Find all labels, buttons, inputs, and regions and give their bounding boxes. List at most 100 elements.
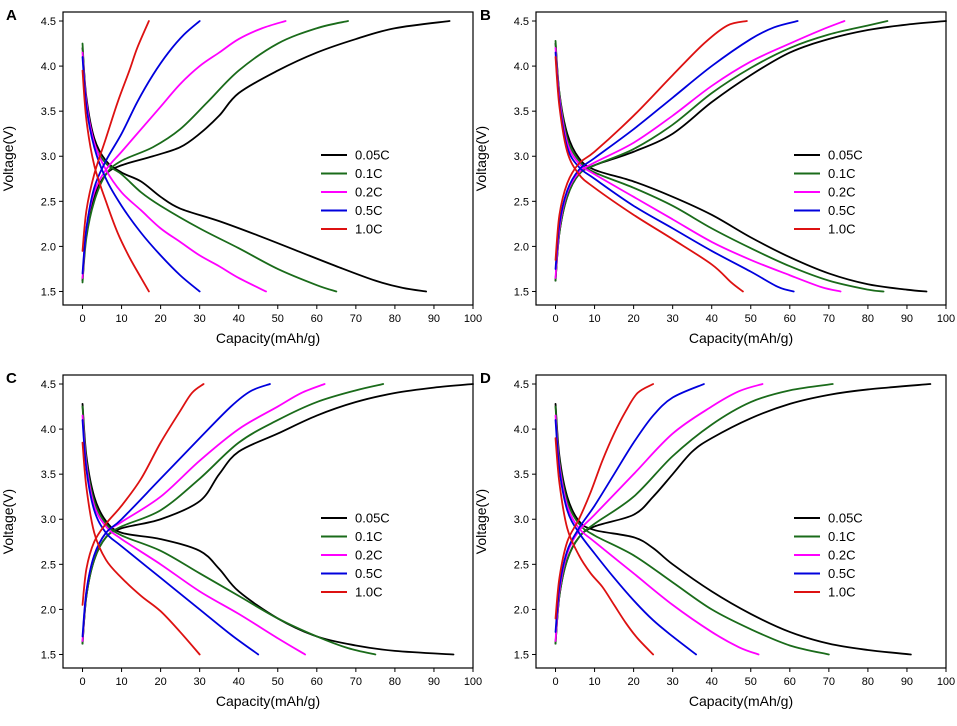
legend-label: 0.05C [828, 511, 863, 526]
series-0_2c-charge-line [554, 20, 846, 279]
x-tick-label: 30 [667, 676, 679, 688]
y-tick-label: 3.0 [514, 514, 529, 526]
legend-label: 1.0C [828, 585, 855, 600]
x-tick-label: 0 [79, 313, 85, 325]
x-tick-label: 60 [784, 676, 796, 688]
x-axis-label: Capacity(mAh/g) [216, 330, 320, 346]
y-tick-label: 1.5 [514, 286, 529, 298]
legend-label: 0.05C [355, 511, 390, 526]
series-0_5c-discharge-line [81, 419, 260, 656]
series-0_1c-discharge-line [554, 405, 830, 656]
x-tick-label: 40 [233, 676, 245, 688]
y-tick-label: 3.0 [514, 151, 529, 163]
x-tick-label: 80 [389, 313, 401, 325]
x-tick-label: 30 [194, 676, 206, 688]
x-axis-label: Capacity(mAh/g) [689, 330, 793, 346]
series-0_5c-charge-line [554, 383, 705, 633]
x-tick-label: 40 [706, 676, 718, 688]
y-tick-label: 4.0 [41, 61, 56, 73]
y-tick-label: 4.5 [514, 16, 529, 28]
panel-label-a: A [6, 7, 17, 24]
series-0_1c-discharge-line [554, 39, 885, 293]
legend-label: 0.5C [355, 566, 382, 581]
x-tick-label: 90 [428, 676, 440, 688]
series-1_0c-charge-line [554, 383, 655, 620]
legend-label: 0.5C [828, 566, 855, 581]
y-axis-label: Voltage(V) [473, 126, 489, 191]
x-tick-label: 70 [350, 676, 362, 688]
y-tick-label: 3.5 [41, 469, 56, 481]
plot-frame [62, 374, 474, 669]
panel-c: C 0 10 20 30 40 50 60 70 80 90 100 1.5 2.0 2.5 3.0 3.5 4.… [0, 370, 482, 709]
series-0_05c-discharge-line [554, 402, 912, 656]
x-tick-label: 60 [784, 313, 796, 325]
x-tick-label: 0 [552, 313, 558, 325]
x-tick-label: 20 [627, 313, 639, 325]
legend-label: 1.0C [828, 222, 855, 237]
x-tick-label: 100 [464, 313, 482, 325]
x-tick-label: 10 [115, 676, 127, 688]
x-tick-label: 40 [233, 313, 245, 325]
y-tick-label: 2.0 [41, 241, 56, 253]
series-0_1c-charge-line [81, 383, 385, 645]
series-0_5c-charge-line [554, 20, 799, 270]
legend-label: 0.2C [355, 548, 382, 563]
x-tick-label: 10 [115, 313, 127, 325]
x-tick-label: 10 [588, 313, 600, 325]
series-1_0c-charge-line [81, 383, 205, 606]
x-tick-label: 70 [823, 676, 835, 688]
series-0_1c-charge-line [81, 20, 349, 284]
series-0_2c-discharge-line [554, 47, 842, 293]
x-tick-label: 50 [272, 313, 284, 325]
y-tick-label: 4.0 [41, 424, 56, 436]
y-tick-label: 3.5 [514, 106, 529, 118]
y-tick-label: 4.0 [514, 61, 529, 73]
x-tick-label: 30 [194, 313, 206, 325]
series-0_2c-discharge-line [81, 51, 267, 293]
x-tick-label: 100 [937, 676, 955, 688]
series-0_5c-discharge-line [554, 419, 697, 656]
series-1_0c-discharge-line [554, 56, 744, 293]
x-tick-label: 50 [745, 676, 757, 688]
legend-label: 0.05C [355, 148, 390, 163]
y-tick-label: 4.5 [514, 379, 529, 391]
panel-label-c: C [6, 370, 17, 387]
series-0_05c-charge-line [81, 20, 451, 282]
series-0_2c-charge-line [81, 20, 287, 279]
series-0_05c-discharge-line [554, 42, 928, 293]
x-tick-label: 10 [588, 676, 600, 688]
series-1_0c-discharge-line [554, 437, 655, 656]
y-tick-label: 4.5 [41, 379, 56, 391]
series-0_05c-charge-line [554, 383, 932, 645]
x-tick-label: 80 [389, 676, 401, 688]
panel-a: A 0 10 20 30 40 50 60 70 80 90 100 1.5 2.0 2.5 3.0 3.5 4.… [0, 7, 482, 346]
y-axis-label: Voltage(V) [473, 489, 489, 554]
legend-label: 0.1C [355, 529, 382, 544]
y-tick-label: 1.5 [514, 649, 529, 661]
x-tick-label: 100 [464, 676, 482, 688]
legend-label: 0.1C [355, 166, 382, 181]
x-tick-label: 100 [937, 313, 955, 325]
y-tick-label: 2.0 [41, 604, 56, 616]
x-tick-label: 90 [428, 313, 440, 325]
panel-b: B 0 10 20 30 40 50 60 70 80 90 100 1.5 2.0 2.5 3.0 3.5 4.… [473, 7, 955, 346]
x-tick-label: 0 [552, 676, 558, 688]
series-0_05c-discharge-line [81, 47, 428, 293]
legend-label: 0.5C [355, 203, 382, 218]
legend-label: 0.1C [828, 166, 855, 181]
series-1_0c-charge-line [554, 20, 748, 261]
series-0_05c-charge-line [81, 383, 474, 645]
y-tick-label: 2.0 [514, 604, 529, 616]
x-tick-label: 50 [272, 676, 284, 688]
legend-label: 0.2C [355, 185, 382, 200]
x-tick-label: 80 [862, 676, 874, 688]
y-tick-label: 2.5 [41, 196, 56, 208]
legend-label: 0.2C [828, 548, 855, 563]
x-tick-label: 40 [706, 313, 718, 325]
x-tick-label: 70 [823, 313, 835, 325]
series-0_5c-charge-line [81, 383, 271, 638]
series-0_2c-charge-line [81, 383, 326, 642]
x-tick-label: 30 [667, 313, 679, 325]
